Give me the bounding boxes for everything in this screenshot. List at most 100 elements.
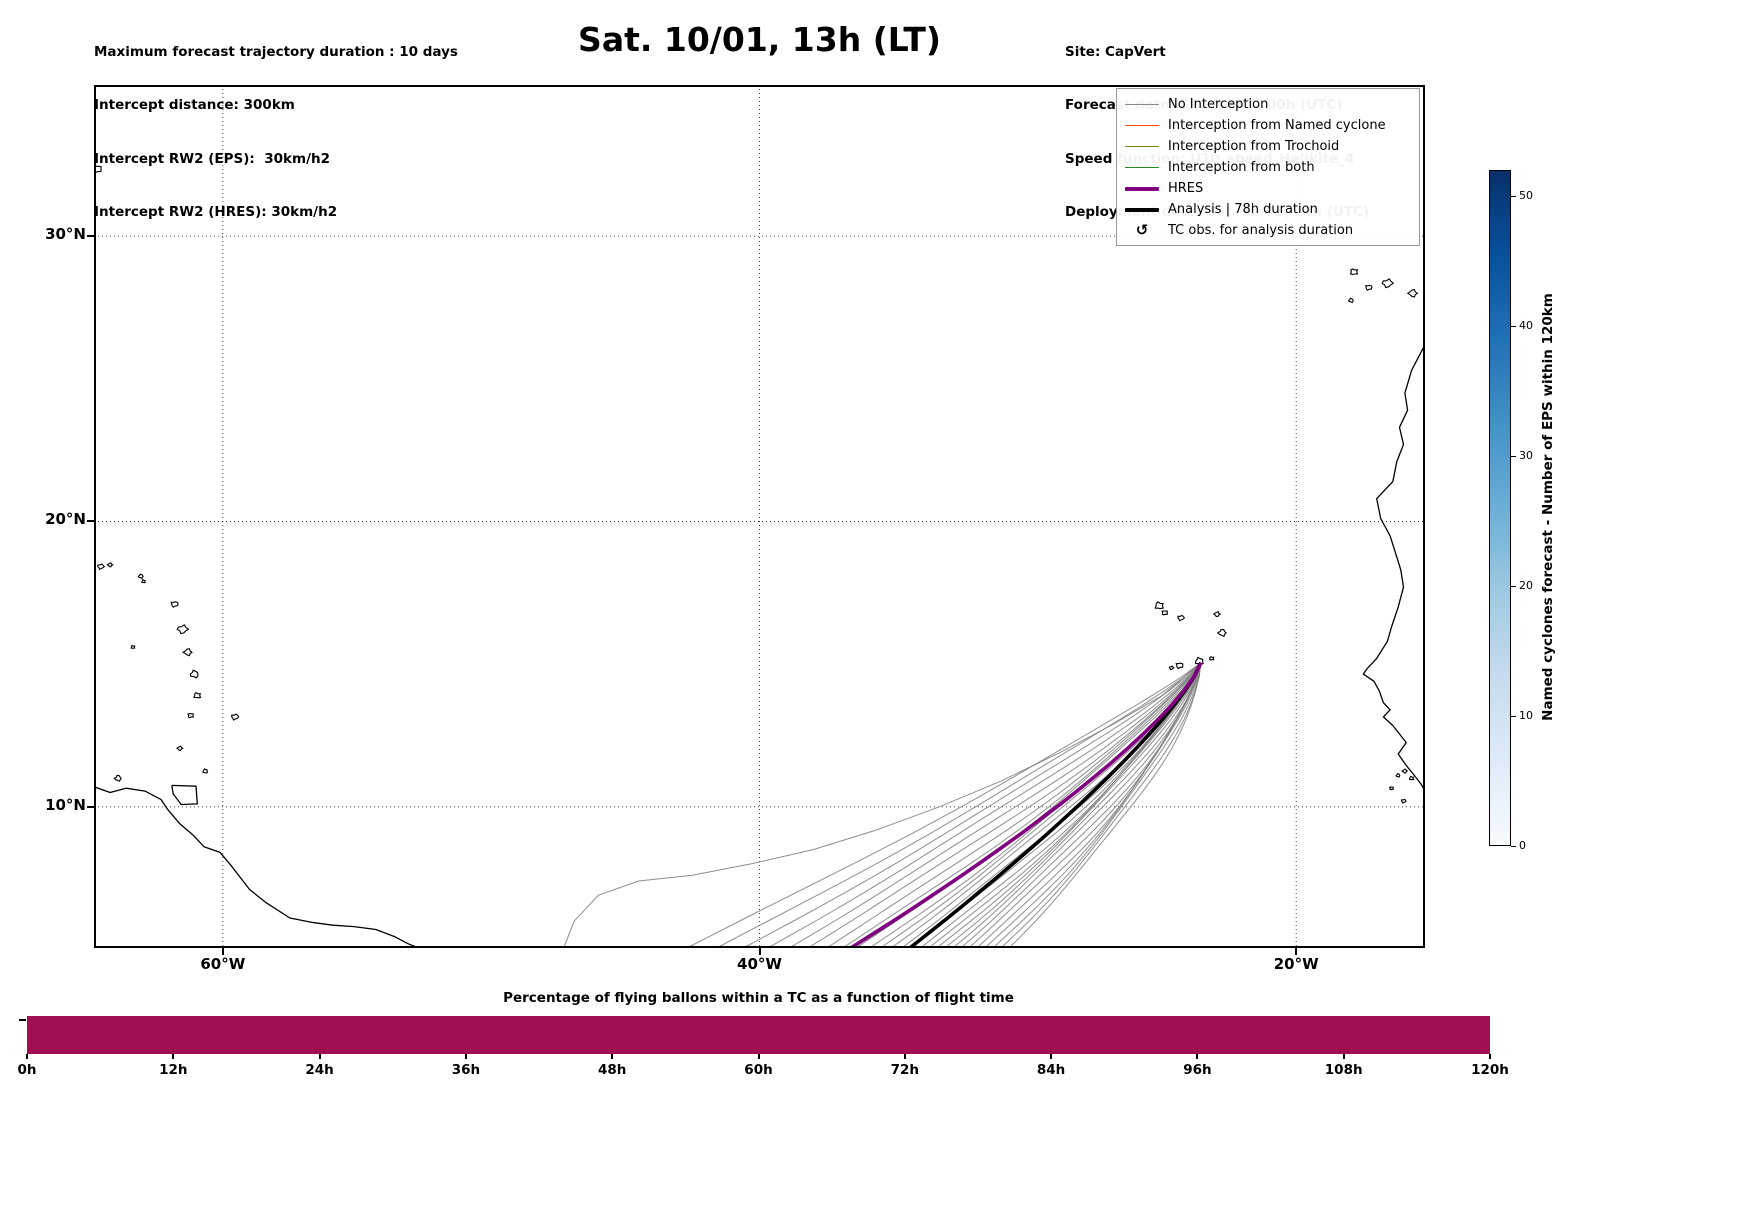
bar-chart-x-tick-mark xyxy=(1342,1054,1345,1059)
colorbar-tick-label: 40 xyxy=(1519,319,1533,332)
ensemble-trajectory xyxy=(920,662,1202,949)
island-outline xyxy=(1395,772,1401,778)
legend-item: ↺ TC obs. for analysis duration xyxy=(1125,220,1411,241)
legend-item-label: No Interception xyxy=(1168,97,1269,112)
island-outline xyxy=(1154,601,1165,610)
lat-tick-mark xyxy=(87,520,94,523)
coastline-africa xyxy=(1362,344,1426,792)
lon-tick-mark xyxy=(758,948,761,955)
island-outline xyxy=(113,774,122,783)
colorbar-tick-mark xyxy=(1511,325,1516,327)
legend-item-label: HRES xyxy=(1168,181,1204,196)
island-outline xyxy=(170,601,179,608)
legend-line xyxy=(1125,124,1159,127)
island-outline xyxy=(141,578,146,584)
bar-chart-x-tick-mark xyxy=(903,1054,906,1059)
bar-chart-x-tick-label: 120h xyxy=(1471,1062,1509,1078)
legend-item: Interception from Trochoid xyxy=(1125,136,1411,157)
colorbar-tick-mark xyxy=(1511,455,1516,457)
map-canvas xyxy=(91,85,1426,950)
island-outline xyxy=(1381,278,1395,289)
intercept-rw2-eps-text: Intercept RW2 (EPS): 30km/h2 xyxy=(94,150,330,167)
legend-line-sample xyxy=(1125,166,1159,169)
bar-chart-x-tick-label: 96h xyxy=(1183,1062,1212,1078)
analysis-trajectory xyxy=(908,661,1203,950)
bar-chart-x-tick-label: 84h xyxy=(1036,1062,1066,1078)
site-text: Site: CapVert xyxy=(1065,43,1166,60)
bar-chart-x-tick-label: 24h xyxy=(305,1062,334,1078)
colorbar-tick-label: 0 xyxy=(1519,839,1526,852)
island-outline xyxy=(1401,768,1409,774)
legend-line-sample xyxy=(1125,145,1159,148)
colorbar-tick-label: 10 xyxy=(1519,709,1533,722)
ensemble-trajectory xyxy=(807,662,1202,949)
bar-chart-x-tick-label: 36h xyxy=(451,1062,481,1078)
island-outline xyxy=(231,713,240,721)
bar-chart-x-tick-mark xyxy=(1050,1054,1053,1059)
ensemble-trajectory xyxy=(936,662,1202,949)
colorbar-tick-label: 30 xyxy=(1519,449,1533,462)
legend-line-sample xyxy=(1125,186,1159,191)
legend-item-label: Interception from Named cyclone xyxy=(1168,118,1386,133)
colorbar-axis-label: Named cyclones forecast - Number of EPS … xyxy=(1540,293,1556,721)
island-outline xyxy=(1348,297,1354,304)
run-parameters-block: Maximum forecast trajectory duration : 1… xyxy=(94,8,458,240)
lat-tick-label: 10°N xyxy=(45,795,86,814)
island-outline xyxy=(193,691,202,699)
legend-item-label: Analysis | 78h duration xyxy=(1168,202,1318,217)
bar-chart-x-tick-mark xyxy=(464,1054,467,1059)
bar-chart-x-tick-label: 48h xyxy=(597,1062,627,1078)
ensemble-trajectory xyxy=(928,662,1202,949)
intercept-rw2-hres-text: Intercept RW2 (HRES): 30km/h2 xyxy=(94,203,338,220)
coastline-trinidad xyxy=(171,784,198,806)
island-outline xyxy=(1161,610,1169,616)
island-outline xyxy=(187,713,194,719)
island-outline xyxy=(1212,610,1222,617)
map-legend: No Interception Interception from Named c… xyxy=(1116,88,1420,246)
bar-chart-x-tick-mark xyxy=(1196,1054,1199,1059)
island-outline xyxy=(1349,268,1359,275)
lon-tick-label: 20°W xyxy=(1273,955,1319,973)
island-outline xyxy=(176,624,190,635)
island-outline xyxy=(1406,288,1419,298)
island-outline xyxy=(1408,775,1415,781)
colorbar-tick-label: 50 xyxy=(1519,189,1533,202)
outlier-trajectory xyxy=(563,662,1202,949)
legend-item: HRES xyxy=(1125,178,1411,199)
island-outline xyxy=(97,563,106,571)
max-duration-text: Maximum forecast trajectory duration : 1… xyxy=(94,43,458,60)
island-outline xyxy=(1168,665,1175,671)
island-outline xyxy=(1175,662,1184,670)
bar-chart-title: Percentage of flying ballons within a TC… xyxy=(503,990,1014,1006)
island-outline xyxy=(176,745,184,751)
legend-line-sample xyxy=(1125,103,1159,106)
legend-line xyxy=(1125,207,1159,212)
lat-tick-mark xyxy=(87,805,94,808)
lat-tick-label: 30°N xyxy=(45,225,86,244)
lon-tick-mark xyxy=(1295,948,1298,955)
bar-chart-x-tick-label: 72h xyxy=(890,1062,919,1078)
lon-tick-mark xyxy=(221,948,224,955)
trajectory-map-panel xyxy=(91,85,1426,950)
legend-line xyxy=(1125,186,1159,191)
bar-chart-x-tick-mark xyxy=(757,1054,760,1059)
ensemble-trajectory xyxy=(880,662,1202,949)
island-outline xyxy=(202,768,209,774)
island-outline xyxy=(1177,614,1185,622)
bar-chart-y-tick xyxy=(19,1019,26,1021)
bar-chart-x-tick-mark xyxy=(611,1054,614,1059)
legend-item-label: Interception from Trochoid xyxy=(1168,139,1340,154)
island-outline xyxy=(106,562,114,568)
figure-title: Sat. 10/01, 13h (LT) xyxy=(578,20,941,59)
ensemble-trajectory xyxy=(944,662,1202,949)
legend-line xyxy=(1125,145,1159,148)
lon-tick-label: 40°W xyxy=(737,955,782,973)
colorbar-tick-mark xyxy=(1511,845,1516,847)
legend-item: Interception from Named cyclone xyxy=(1125,115,1411,136)
map-frame xyxy=(94,85,1425,948)
bar-chart-x-tick-label: 60h xyxy=(744,1062,773,1078)
island-outline xyxy=(1400,798,1407,804)
island-outline xyxy=(182,648,193,657)
legend-item: Analysis | 78h duration xyxy=(1125,199,1411,220)
coastline-south_america xyxy=(93,786,419,949)
